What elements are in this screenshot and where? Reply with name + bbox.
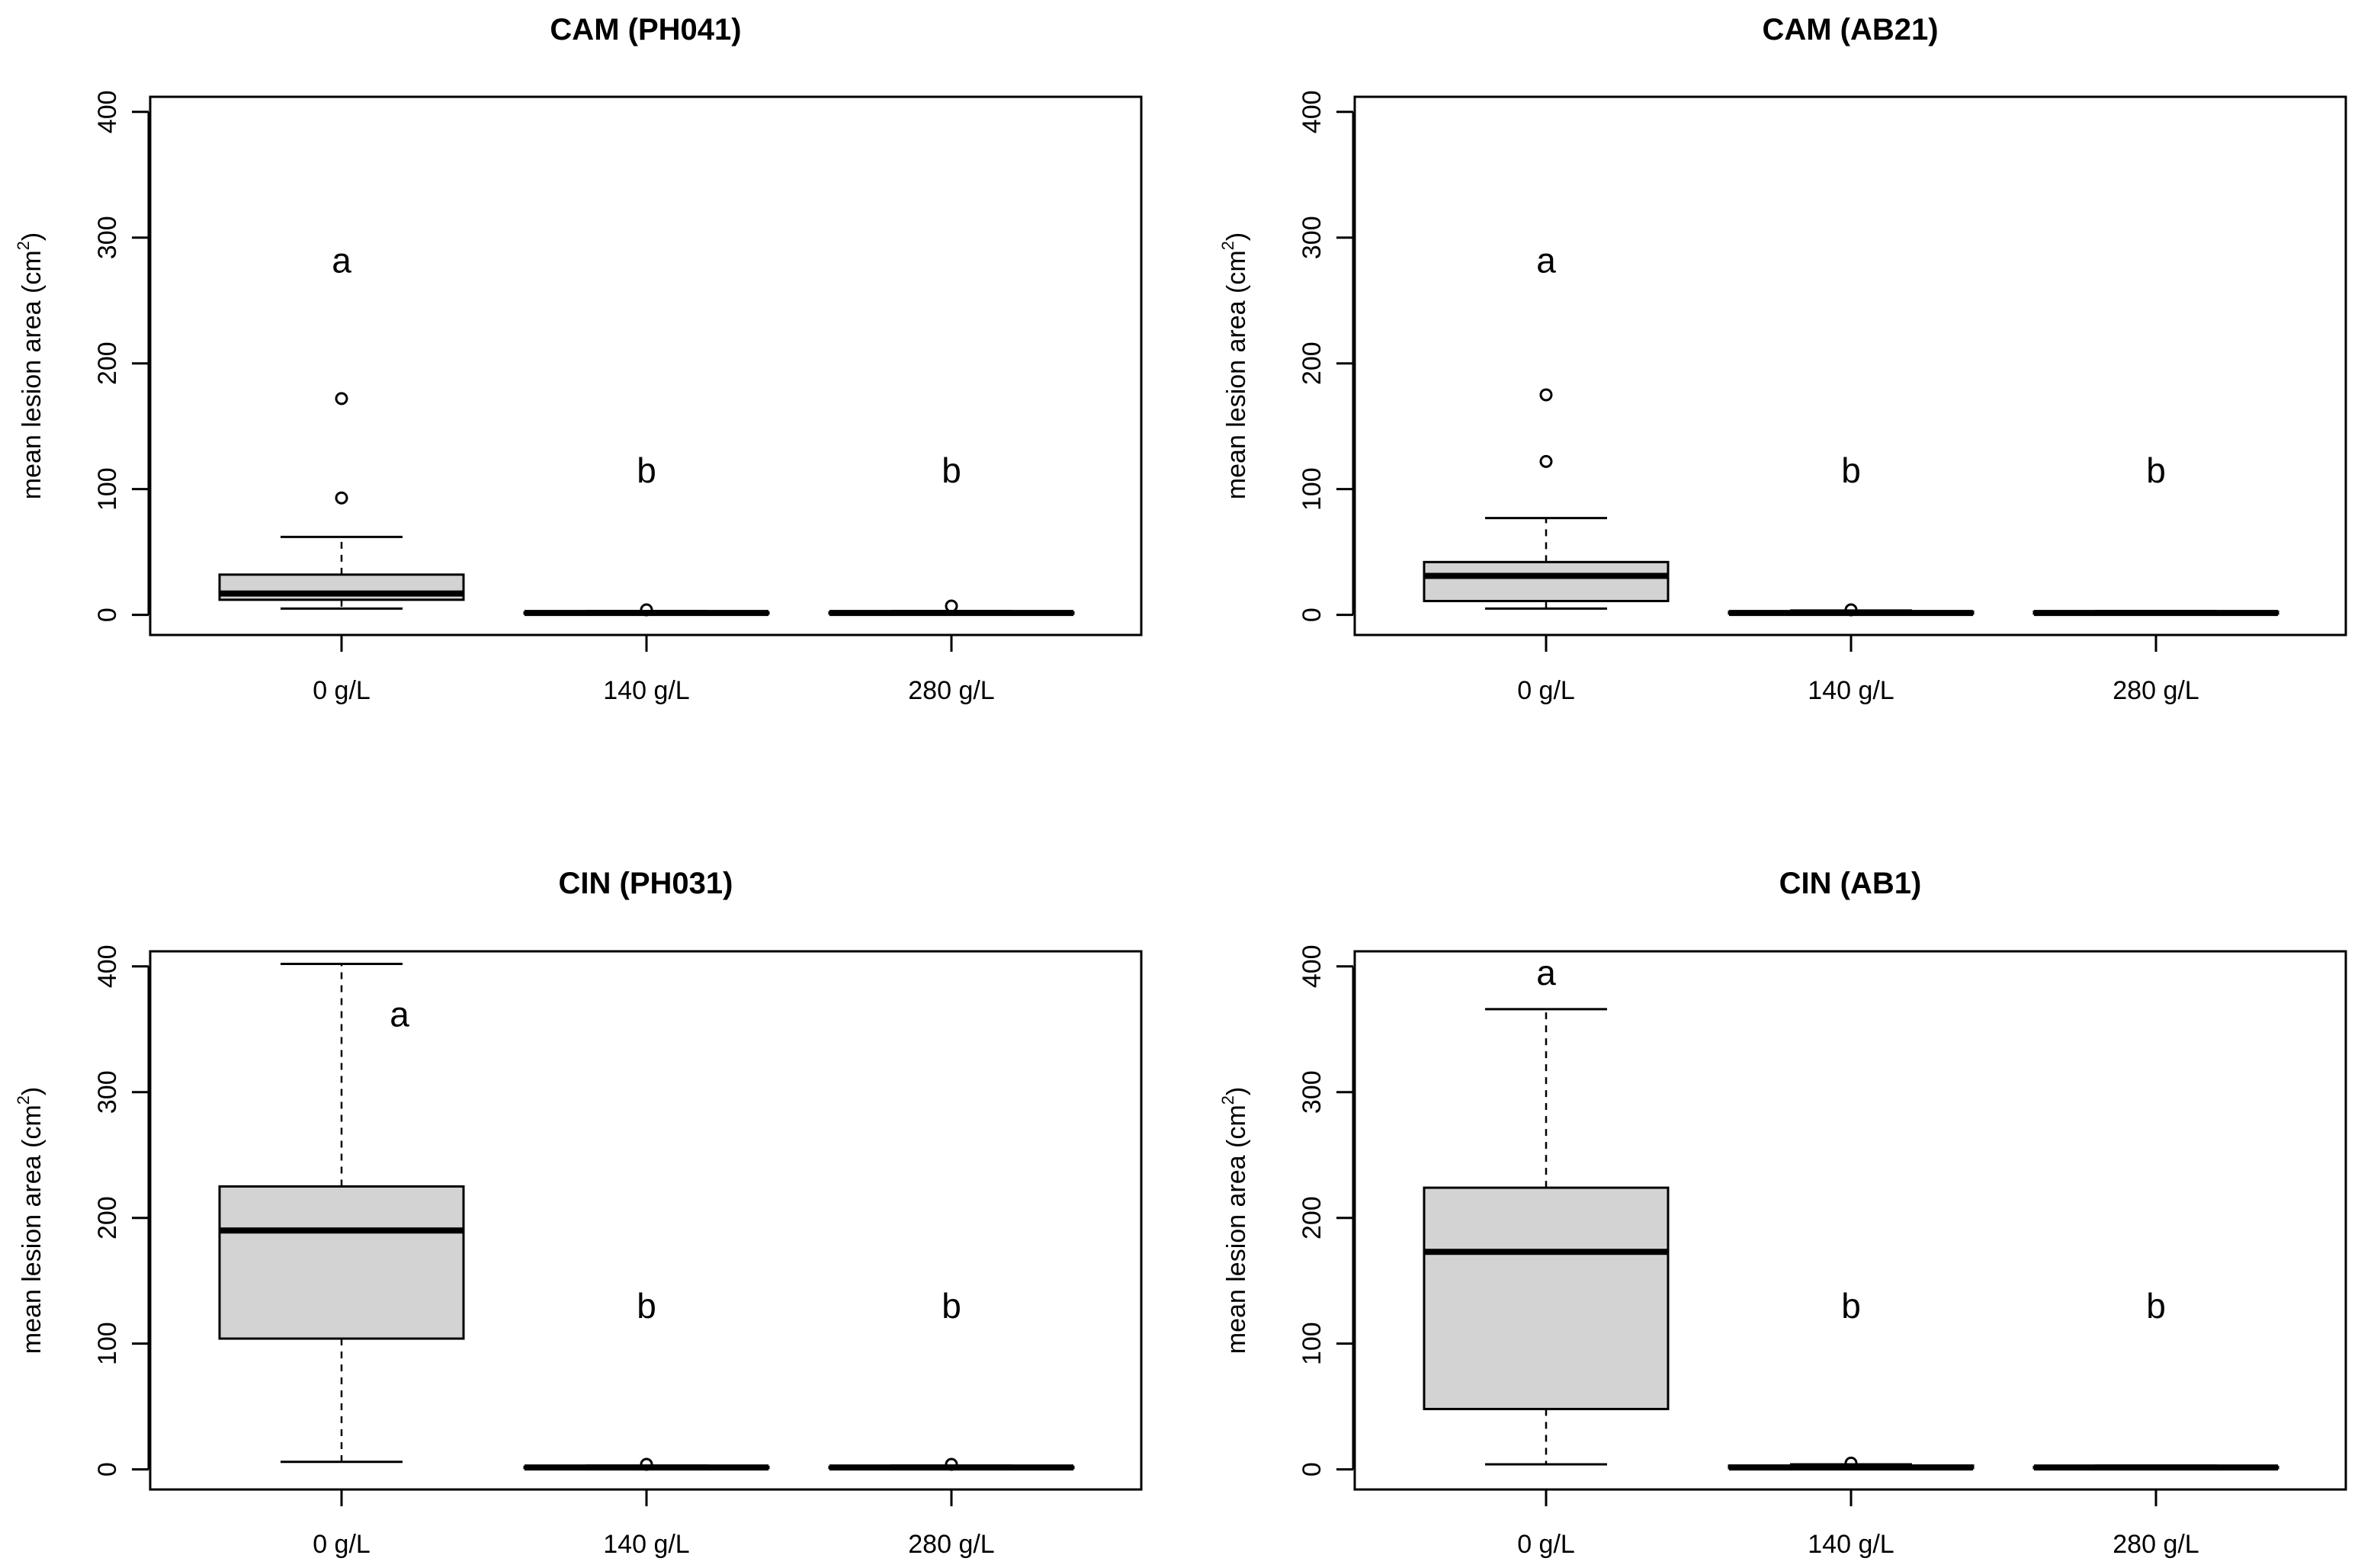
y-tick-label: 200 [93, 341, 122, 385]
significance-letter: b [942, 451, 961, 490]
outlier-point [640, 603, 653, 617]
x-tick-label: 140 g/L [1808, 676, 1894, 705]
significance-letter: a [332, 240, 351, 280]
box-iqr [1423, 1186, 1670, 1410]
y-tick-label: 300 [1298, 216, 1327, 259]
box-group [218, 392, 465, 610]
y-tick-label: 200 [1298, 341, 1327, 385]
outlier-point [945, 1457, 958, 1471]
box-group [2032, 1464, 2279, 1471]
box-group [828, 599, 1075, 617]
y-tick-label: 0 [1298, 1462, 1327, 1477]
significance-letter: b [637, 1286, 656, 1326]
y-tick-label: 0 [1298, 608, 1327, 622]
y-tick-label: 0 [93, 608, 122, 622]
box-iqr [218, 1185, 465, 1340]
box-group [218, 962, 465, 1464]
y-tick-label: 0 [93, 1462, 122, 1477]
significance-letter: a [1536, 240, 1556, 280]
significance-letter: b [1841, 451, 1861, 490]
y-tick-label: 300 [1298, 1070, 1327, 1114]
chart-panel-1: CAM (PH041) 0 100 200 300 400 mean lesion area… [14, 13, 1143, 705]
y-axis-label: mean lesion area (cm2) [14, 1087, 47, 1355]
box-group [523, 603, 770, 617]
x-tick-label: 280 g/L [2113, 676, 2199, 705]
plot-frame [149, 95, 1143, 636]
y-tick-label: 200 [1298, 1196, 1327, 1239]
y-tick-label: 100 [1298, 467, 1327, 511]
y-axis-label: mean lesion area (cm2) [1218, 232, 1252, 500]
significance-letter: b [637, 451, 656, 490]
y-tick-label: 400 [1298, 944, 1327, 988]
chart-panel-3: CIN (PH031) 0 100 200 300 400 mean lesion area… [14, 867, 1143, 1559]
plot-frame [1353, 95, 2347, 636]
significance-letter: b [2146, 451, 2166, 490]
x-tick-label: 0 g/L [1517, 1530, 1575, 1559]
y-tick-label: 400 [93, 944, 122, 988]
y-axis-label: mean lesion area (cm2) [14, 232, 47, 500]
box-group [2032, 610, 2279, 617]
outlier-point [335, 491, 348, 505]
significance-letter: b [2146, 1286, 2166, 1326]
outlier-point [1539, 388, 1553, 402]
outlier-point [945, 599, 958, 613]
y-tick-label: 100 [1298, 1322, 1327, 1365]
x-tick-label: 0 g/L [313, 1530, 371, 1559]
y-tick-label: 400 [93, 90, 122, 133]
outlier-point [1844, 1456, 1858, 1470]
y-tick-label: 400 [1298, 90, 1327, 133]
x-tick-label: 0 g/L [1517, 676, 1575, 705]
outlier-point [1844, 603, 1858, 617]
chart-title: CIN (AB1) [1779, 867, 1922, 900]
outlier-point [335, 392, 348, 406]
y-tick-label: 300 [93, 216, 122, 259]
significance-letter: b [1841, 1286, 1861, 1326]
x-tick-label: 280 g/L [2113, 1530, 2199, 1559]
y-tick-label: 100 [93, 467, 122, 511]
chart-title: CIN (PH031) [559, 867, 733, 900]
significance-letter: b [942, 1286, 961, 1326]
x-tick-label: 140 g/L [603, 1530, 689, 1559]
y-tick-label: 200 [93, 1196, 122, 1239]
significance-letter: a [1536, 953, 1556, 992]
y-axis-label: mean lesion area (cm2) [1218, 1087, 1252, 1355]
box-group [1423, 1008, 1670, 1466]
box-group [828, 1457, 1075, 1471]
y-tick-label: 300 [93, 1070, 122, 1114]
x-tick-label: 0 g/L [313, 676, 371, 705]
x-tick-label: 280 g/L [908, 676, 994, 705]
chart-panel-4: CIN (AB1) 0 100 200 300 400 mean lesion area (… [1218, 867, 2347, 1559]
chart-title: CAM (PH041) [550, 13, 741, 46]
y-tick-label: 100 [93, 1322, 122, 1365]
x-tick-label: 280 g/L [908, 1530, 994, 1559]
outlier-point [640, 1457, 653, 1471]
chart-title: CAM (AB21) [1762, 13, 1938, 46]
x-tick-label: 140 g/L [603, 676, 689, 705]
significance-letter: a [390, 994, 409, 1034]
outlier-point [1539, 454, 1553, 468]
x-tick-label: 140 g/L [1808, 1530, 1894, 1559]
box-group [1728, 603, 1975, 617]
box-group [1423, 388, 1670, 610]
box-iqr [1423, 560, 1670, 602]
box-group [523, 1457, 770, 1471]
box-group [1728, 1456, 1975, 1471]
chart-panel-2: CAM (AB21) 0 100 200 300 400 mean lesion area … [1218, 13, 2347, 705]
